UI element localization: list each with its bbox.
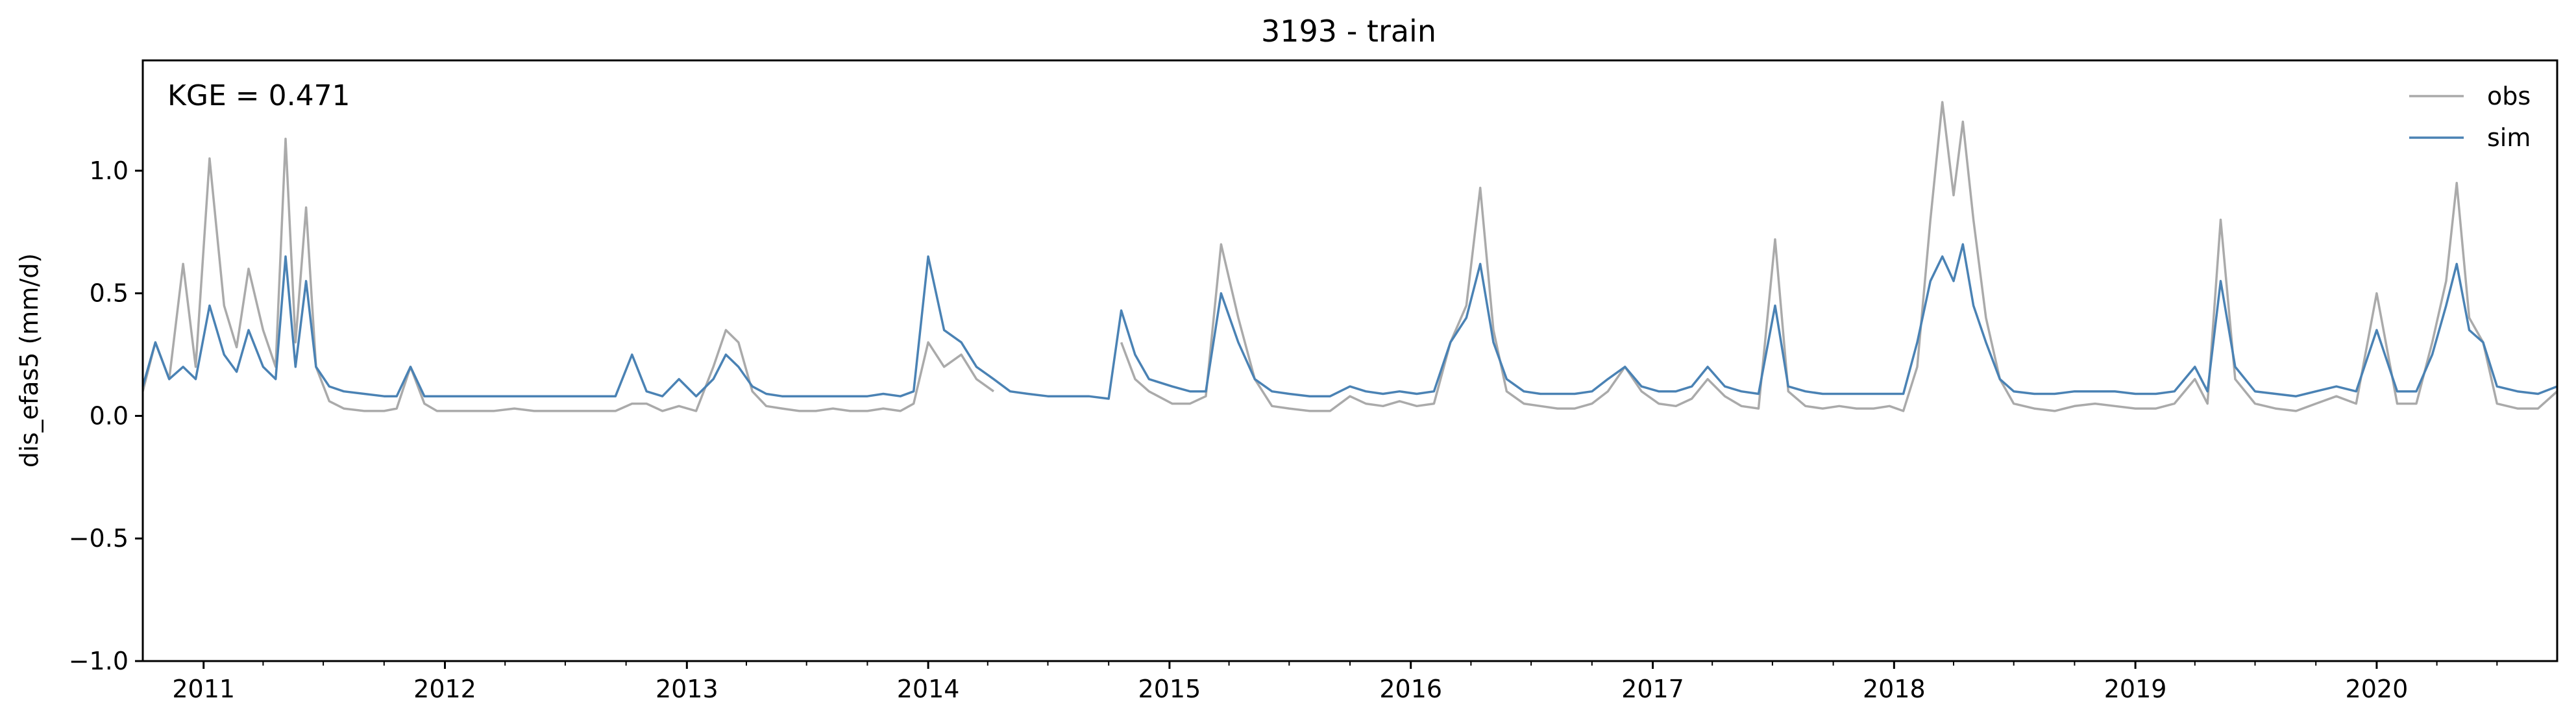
series-line-sim [141, 243, 2558, 400]
x-tick-label: 2013 [656, 675, 718, 703]
kge-annotation: KGE = 0.471 [167, 79, 350, 112]
x-tick-label: 2018 [1863, 675, 1926, 703]
x-tick-label: 2014 [897, 675, 960, 703]
x-tick-label: 2017 [1621, 675, 1684, 703]
y-ticks: −1.0 −0.5 0.0 0.5 1.0 [69, 156, 143, 675]
x-tick-label: 2011 [172, 675, 235, 703]
x-tick-label: 2019 [2104, 675, 2167, 703]
y-tick-label: 0.5 [90, 279, 129, 308]
y-tick-label: −1.0 [69, 647, 129, 675]
x-tick-label: 2015 [1138, 675, 1201, 703]
y-tick-label: 0.0 [90, 401, 129, 430]
legend-label-obs: obs [2487, 82, 2531, 110]
series-layer [141, 101, 2558, 412]
x-tick-label: 2012 [413, 675, 476, 703]
chart-title: 3193 - train [1261, 14, 1436, 49]
plot-area [141, 59, 2558, 662]
plot-frame [141, 59, 2558, 662]
y-tick-label: 1.0 [90, 156, 129, 185]
y-axis-label: dis_efas5 (mm/d) [15, 253, 43, 468]
x-tick-label: 2016 [1379, 675, 1442, 703]
legend-label-sim: sim [2487, 123, 2531, 152]
x-tick-label: 2020 [2346, 675, 2409, 703]
x-ticks: 2011 2012 2013 2014 2015 2016 2017 2018 2019 2020 [172, 661, 2498, 703]
y-tick-label: −0.5 [69, 524, 129, 553]
legend: obs sim [2409, 82, 2531, 152]
series-line-obs [141, 101, 2558, 412]
